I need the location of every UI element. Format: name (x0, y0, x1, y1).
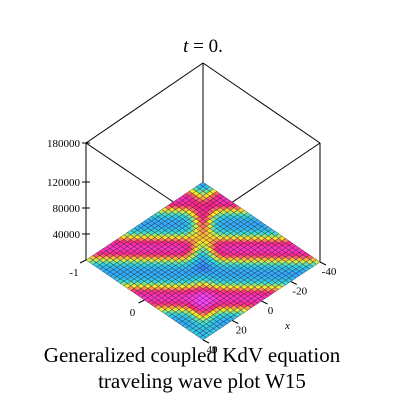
z-axis: 40000 80000 120000 180000 (47, 138, 90, 241)
y-axis: -1 0 (69, 259, 145, 319)
x-tick-label: -40 (322, 266, 337, 278)
z-tick-label: 120000 (47, 177, 81, 189)
x-tick-mark (261, 300, 268, 305)
x-tick-mark (202, 339, 210, 344)
x-tick-mark (290, 281, 297, 285)
x-tick-label: 0 (268, 305, 274, 317)
x-tick-label: 40 (207, 344, 219, 356)
y-tick-mark (138, 299, 145, 304)
y-tick-label: -1 (69, 267, 78, 279)
z-tick-label: 180000 (47, 138, 81, 150)
x-axis-label: x (284, 320, 290, 332)
y-tick-mark (79, 259, 87, 264)
x-axis: -40 -20 0 20 40 (202, 261, 337, 356)
caption-line-2: traveling wave plot W15 (98, 369, 306, 393)
title-remainder: = 0. (188, 36, 222, 57)
box-edge-top-right (202, 62, 321, 144)
title-variable: t (183, 36, 189, 57)
surface-plot (85, 181, 321, 341)
caption-line-1: Generalized coupled KdV equation (44, 343, 341, 367)
x-tick-label: 20 (236, 325, 248, 337)
x-tick-mark (319, 261, 327, 266)
x-tick-mark (232, 320, 239, 324)
x-tick-label: -20 (292, 286, 307, 298)
box-edge-top-left (85, 62, 204, 144)
z-tick-label: 40000 (53, 229, 81, 241)
z-tick-label: 80000 (53, 203, 81, 215)
y-tick-label: 0 (130, 307, 136, 319)
chart-title: t = 0. (183, 36, 223, 57)
